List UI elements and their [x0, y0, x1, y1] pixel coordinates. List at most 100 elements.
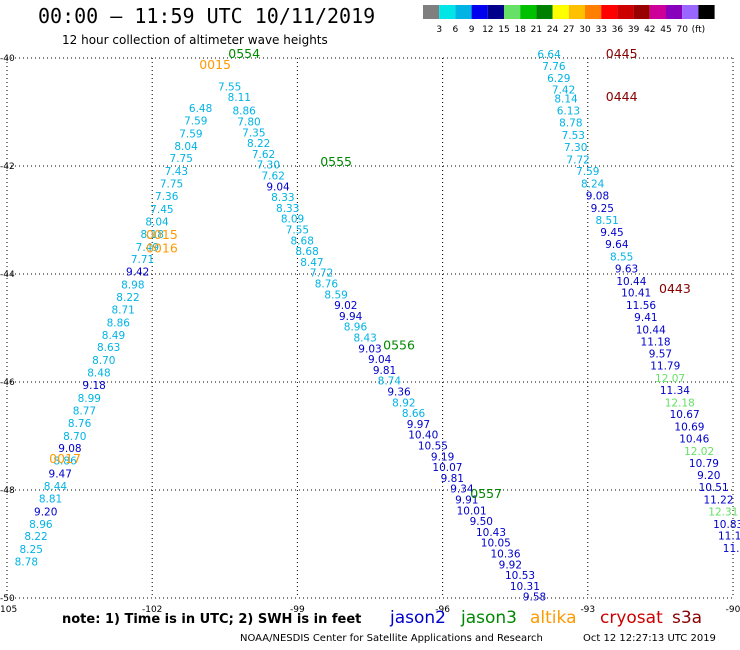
track-jason3: 7.558.118.867.807.358.227.627.307.629.04… [218, 46, 546, 604]
scale-label: (ft) [692, 25, 706, 35]
wave-height-label: 10.83 [713, 519, 740, 531]
wave-height-label: 7.30 [564, 142, 587, 154]
wave-height-label: 9.47 [49, 469, 72, 481]
time-label: 0554 [228, 46, 260, 61]
wave-height-label: 12.02 [684, 446, 714, 458]
wave-height-label: 8.96 [344, 322, 368, 334]
legend-jason3: jason3 [461, 608, 517, 628]
wave-height-label: 7.43 [165, 166, 188, 178]
wave-height-label: 8.55 [610, 252, 633, 264]
wave-height-label: 7.62 [252, 149, 275, 161]
scale-swatch [487, 5, 504, 19]
wave-height-label: 8.22 [24, 531, 47, 543]
x-tick-label: -99 [290, 605, 305, 615]
wave-height-label: 11.49 [723, 543, 740, 555]
scale-swatch [666, 5, 683, 19]
wave-height-label: 8.59 [324, 289, 347, 301]
wave-height-label: 11.34 [660, 385, 690, 397]
wave-height-label: 8.24 [581, 179, 605, 191]
chart-title: 00:00 – 11:59 UTC 10/11/2019 [38, 4, 376, 28]
wave-height-label: 8.68 [291, 235, 314, 247]
wave-height-label: 8.77 [73, 405, 96, 417]
color-scale: 3 6 9 12 15 18 21 24 27 30 33 36 39 42 45 70 (ft) [423, 5, 715, 35]
scale-swatch [585, 5, 602, 19]
wave-height-label: 7.55 [286, 225, 309, 237]
x-tick-label: -102 [142, 605, 162, 615]
wave-height-label: 8.22 [116, 292, 139, 304]
wave-height-label: 7.55 [218, 81, 241, 93]
time-label: 0017 [49, 451, 81, 466]
y-tick-label: -50 [0, 594, 15, 604]
wave-height-label: 8.99 [78, 393, 101, 405]
wave-height-label: 9.04 [266, 181, 290, 193]
wave-height-label: 8.04 [145, 216, 169, 228]
track-s3a: 6.647.766.297.428.146.138.787.537.307.72… [537, 46, 740, 555]
wave-height-label: 8.11 [228, 92, 251, 104]
wave-height-label: 8.70 [63, 431, 86, 443]
wave-height-label: 8.18 [141, 229, 164, 241]
scale-label: 70 [676, 25, 688, 35]
wave-height-label: 9.92 [499, 559, 522, 571]
wave-height-label: 11.18 [641, 336, 671, 348]
wave-height-label: 10.36 [490, 549, 520, 561]
scale-swatch [455, 5, 472, 19]
wave-height-label: 8.74 [378, 376, 402, 388]
wave-height-label: 9.20 [697, 470, 720, 482]
scale-swatch [633, 5, 650, 19]
wave-height-label: 8.96 [29, 519, 53, 531]
time-label: 0015 [146, 227, 178, 242]
wave-height-label: 7.36 [155, 191, 179, 203]
scale-label: 33 [595, 25, 606, 35]
scale-label: 45 [660, 25, 671, 35]
wave-height-label: 6.64 [537, 49, 561, 61]
scale-swatch [471, 5, 488, 19]
scale-label: 30 [579, 25, 591, 35]
wave-height-label: 8.47 [300, 257, 323, 269]
time-label: 0557 [470, 486, 502, 501]
wave-height-label: 8.86 [53, 456, 77, 468]
wave-height-label: 7.75 [170, 153, 193, 165]
time-label: 0015 [199, 57, 231, 72]
wave-height-label: 9.45 [600, 227, 623, 239]
wave-height-label: 9.08 [58, 443, 81, 455]
scale-swatch [601, 5, 618, 19]
scale-label: 18 [514, 25, 526, 35]
wave-height-label: 9.19 [431, 451, 454, 463]
wave-height-label: 9.02 [334, 300, 357, 312]
scale-swatch [504, 5, 521, 19]
wave-height-label: 9.81 [373, 365, 396, 377]
note-text: note: 1) Time is in UTC; 2) SWH is in fe… [62, 612, 362, 627]
time-label: 0444 [606, 89, 638, 104]
x-tick-label: -90 [726, 605, 740, 615]
x-tick-label: -105 [0, 605, 17, 615]
wave-height-label: 7.42 [552, 85, 575, 97]
wave-height-label: 9.58 [523, 592, 546, 604]
y-tick-label: -42 [0, 162, 15, 172]
wave-height-label: 10.69 [674, 422, 704, 434]
scale-swatch [552, 5, 569, 19]
wave-height-label: 10.79 [689, 458, 719, 470]
scale-swatch [439, 5, 456, 19]
wave-height-label: 8.76 [68, 418, 92, 430]
wave-height-label: 8.51 [595, 215, 618, 227]
wave-height-label: 9.97 [407, 419, 430, 431]
wave-height-label: 7.35 [242, 127, 265, 139]
wave-height-label: 8.33 [271, 192, 294, 204]
wave-height-label: 7.75 [160, 179, 183, 191]
scale-swatch [423, 5, 440, 19]
wave-height-label: 8.44 [44, 481, 68, 493]
wave-height-label: 10.67 [670, 409, 700, 421]
wave-height-label: 7.45 [150, 204, 173, 216]
wave-height-label: 7.59 [179, 128, 202, 140]
wave-height-label: 9.04 [368, 354, 392, 366]
wave-height-label: 8.68 [295, 246, 318, 258]
time-label: 0555 [320, 154, 352, 169]
wave-height-label: 11.56 [626, 300, 656, 312]
wave-height-label: 8.49 [102, 330, 125, 342]
wave-height-label: 11.22 [703, 495, 733, 507]
wave-height-label: 9.41 [634, 312, 657, 324]
time-label: 0556 [383, 338, 415, 353]
wave-height-label: 8.71 [111, 304, 134, 316]
wave-height-label: 10.43 [476, 527, 506, 539]
